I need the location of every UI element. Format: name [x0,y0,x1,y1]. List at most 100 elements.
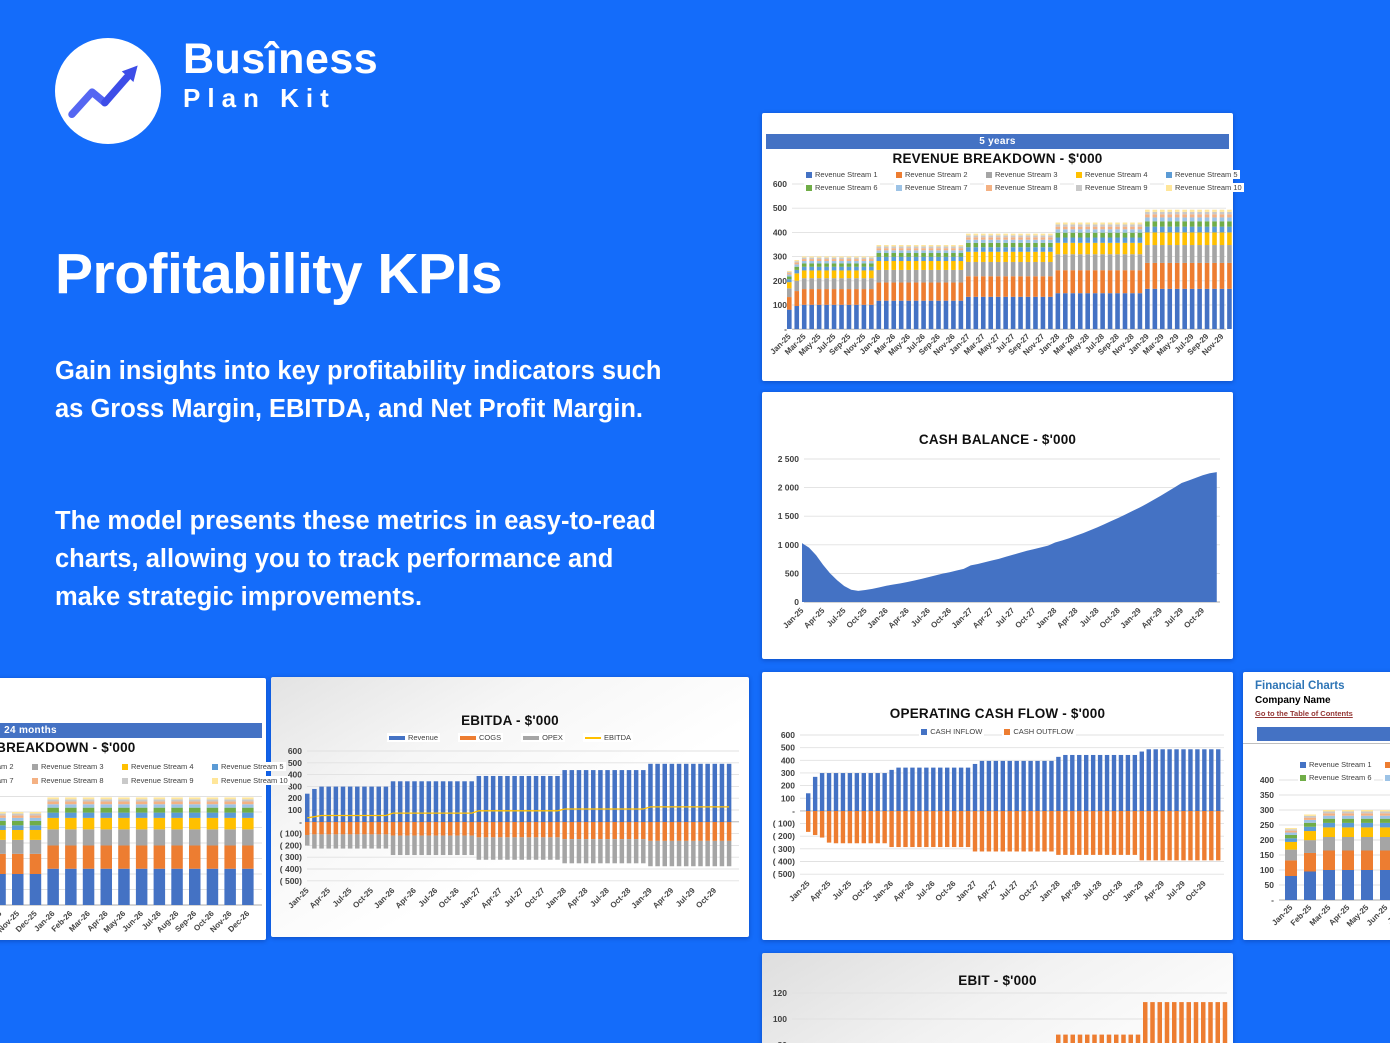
hero-paragraph-2: The model presents these metrics in easy… [55,507,656,611]
brand-name-line1: Busîness [183,35,379,83]
svg-text:Oct-25: Oct-25 [351,886,375,910]
sheet-heading: Financial Charts [1255,680,1345,692]
svg-text:Jan-25: Jan-25 [787,879,812,904]
svg-text:( 500): ( 500) [280,876,302,886]
svg-text:1 000: 1 000 [778,540,800,550]
svg-text:( 300): ( 300) [280,852,302,862]
svg-text:Jan-27: Jan-27 [954,879,979,904]
svg-text:Jan-25: Jan-25 [781,606,806,631]
svg-text:Oct-29: Oct-29 [1184,879,1208,903]
svg-text:Apr-26: Apr-26 [892,879,917,904]
period-label: 5 years [979,136,1016,147]
svg-text:Jan-26: Jan-26 [871,879,896,904]
svg-text:100: 100 [1260,865,1274,875]
svg-text:Apr-29: Apr-29 [1140,606,1165,631]
svg-text:Jan-26: Jan-26 [865,606,890,631]
svg-text:Apr-25: Apr-25 [808,879,833,904]
svg-text:Jan-28: Jan-28 [1038,879,1063,904]
svg-text:400: 400 [1260,775,1274,785]
chart-title: OPERATING CASH FLOW - $'000 [889,706,1106,721]
svg-text:Jan-25: Jan-25 [286,886,311,911]
svg-text:-: - [1271,895,1274,905]
svg-text:Jan-29: Jan-29 [1119,606,1144,631]
svg-text:Jul-26: Jul-26 [417,886,440,909]
svg-text:Apr-27: Apr-27 [971,606,996,631]
chart-title: EBIT - $'000 [958,973,1037,988]
svg-text:Oct-28: Oct-28 [608,886,632,910]
svg-text:350: 350 [1260,790,1274,800]
period-label: 24 months [4,725,57,736]
company-name: Company Name [1255,695,1331,706]
svg-text:Jan-28: Jan-28 [544,886,569,911]
svg-text:100: 100 [288,805,302,815]
svg-text:100: 100 [773,300,787,310]
svg-text:200: 200 [773,276,787,286]
revenue-breakdown-5y-card: 600 500 400 300 200 100- Jan-25 Mar-25 May-25 Jul… [762,113,1244,381]
svg-text:Oct-25: Oct-25 [850,879,874,903]
svg-text:Jul-26: Jul-26 [914,879,937,902]
svg-text:Apr-26: Apr-26 [394,886,419,911]
operating-cash-flow-chart: 600 500 400 300 200 100 - ( 100) ( 200) ( 300) ( 4… [773,730,1224,904]
svg-text:120: 120 [773,988,787,998]
svg-text:600: 600 [288,746,302,756]
svg-text:( 200): ( 200) [280,840,302,850]
svg-text:80: 80 [778,1040,788,1043]
svg-text:Oct-28: Oct-28 [1098,606,1122,630]
svg-text:-: - [784,324,787,334]
svg-text:600: 600 [773,179,787,189]
svg-text:Jul-29: Jul-29 [1162,606,1185,629]
period-selector-bar: 24 months [0,723,262,738]
table-of-contents-link[interactable]: Go to the Table of Contents [1255,709,1353,718]
svg-text:Jul-25: Jul-25 [331,886,354,909]
svg-text:-: - [792,806,795,816]
svg-text:( 400): ( 400) [773,857,795,867]
svg-text:Jul-29: Jul-29 [1164,879,1187,902]
ebit-chart: 120 100 80 [773,988,1228,1043]
svg-text:Jul-27: Jul-27 [997,879,1020,902]
chart-title: REVENUE BREAKDOWN - $'000 [0,740,136,755]
svg-text:400: 400 [773,227,787,237]
svg-text:Apr-29: Apr-29 [651,886,676,911]
svg-text:100: 100 [773,1014,787,1024]
period-selector-bar [1257,727,1390,741]
svg-text:Apr-26: Apr-26 [887,606,912,631]
svg-text:Jan-29: Jan-29 [1121,879,1146,904]
period-selector-bar: 5 years [766,134,1229,149]
svg-text:Apr-25: Apr-25 [802,606,827,631]
svg-text:500: 500 [773,203,787,213]
svg-text:100: 100 [781,793,795,803]
svg-text:Jan-29: Jan-29 [630,886,655,911]
revenue-breakdown-5y-chart: 600500400300200100-Jan-25Mar-25May-25Jul… [768,179,1232,358]
revenue-breakdown-24m-chart: Jan-25Feb-25Mar-25Apr-25May-25Jun-25Jul-… [0,796,262,935]
svg-text:Oct-26: Oct-26 [437,886,461,910]
divider [1243,743,1390,744]
svg-text:Apr-28: Apr-28 [1055,606,1080,631]
svg-text:300: 300 [773,252,787,262]
svg-text:Oct-26: Oct-26 [929,606,953,630]
cash-balance-card: 2 500 2 000 1 500 1 000 500 0 Jan-25 Apr-25 Jul-… [762,392,1233,659]
svg-text:Oct-27: Oct-27 [1013,606,1037,630]
svg-text:300: 300 [288,781,302,791]
svg-text:Apr-29: Apr-29 [1142,879,1167,904]
ebitda-card: 600 500 400 300 200 100 - ( 100)( 200) ( 300) ( 4… [271,677,749,937]
svg-text:1 500: 1 500 [778,511,800,521]
page-title: Profitability KPIs [55,242,503,306]
svg-text:Jul-28: Jul-28 [588,886,611,909]
svg-text:400: 400 [288,770,302,780]
svg-text:Apr-28: Apr-28 [1058,879,1083,904]
revenue-breakdown-24m-card: Jan-25Feb-25Mar-25Apr-25May-25Jun-25Jul-… [0,678,290,940]
svg-text:( 300): ( 300) [773,844,795,854]
svg-text:Jan-28: Jan-28 [1034,606,1059,631]
hero-paragraph-1: Gain insights into key profitability ind… [55,357,662,423]
svg-text:Jul-27: Jul-27 [502,886,525,909]
svg-text:2 500: 2 500 [778,454,800,464]
svg-text:Jul-27: Jul-27 [994,606,1017,629]
svg-text:( 100): ( 100) [773,819,795,829]
svg-text:( 100): ( 100) [280,829,302,839]
svg-text:Apr-27: Apr-27 [479,886,504,911]
svg-text:200: 200 [1260,835,1274,845]
svg-text:Jan-26: Jan-26 [372,886,397,911]
svg-text:150: 150 [1260,850,1274,860]
svg-text:Oct-28: Oct-28 [1100,879,1124,903]
